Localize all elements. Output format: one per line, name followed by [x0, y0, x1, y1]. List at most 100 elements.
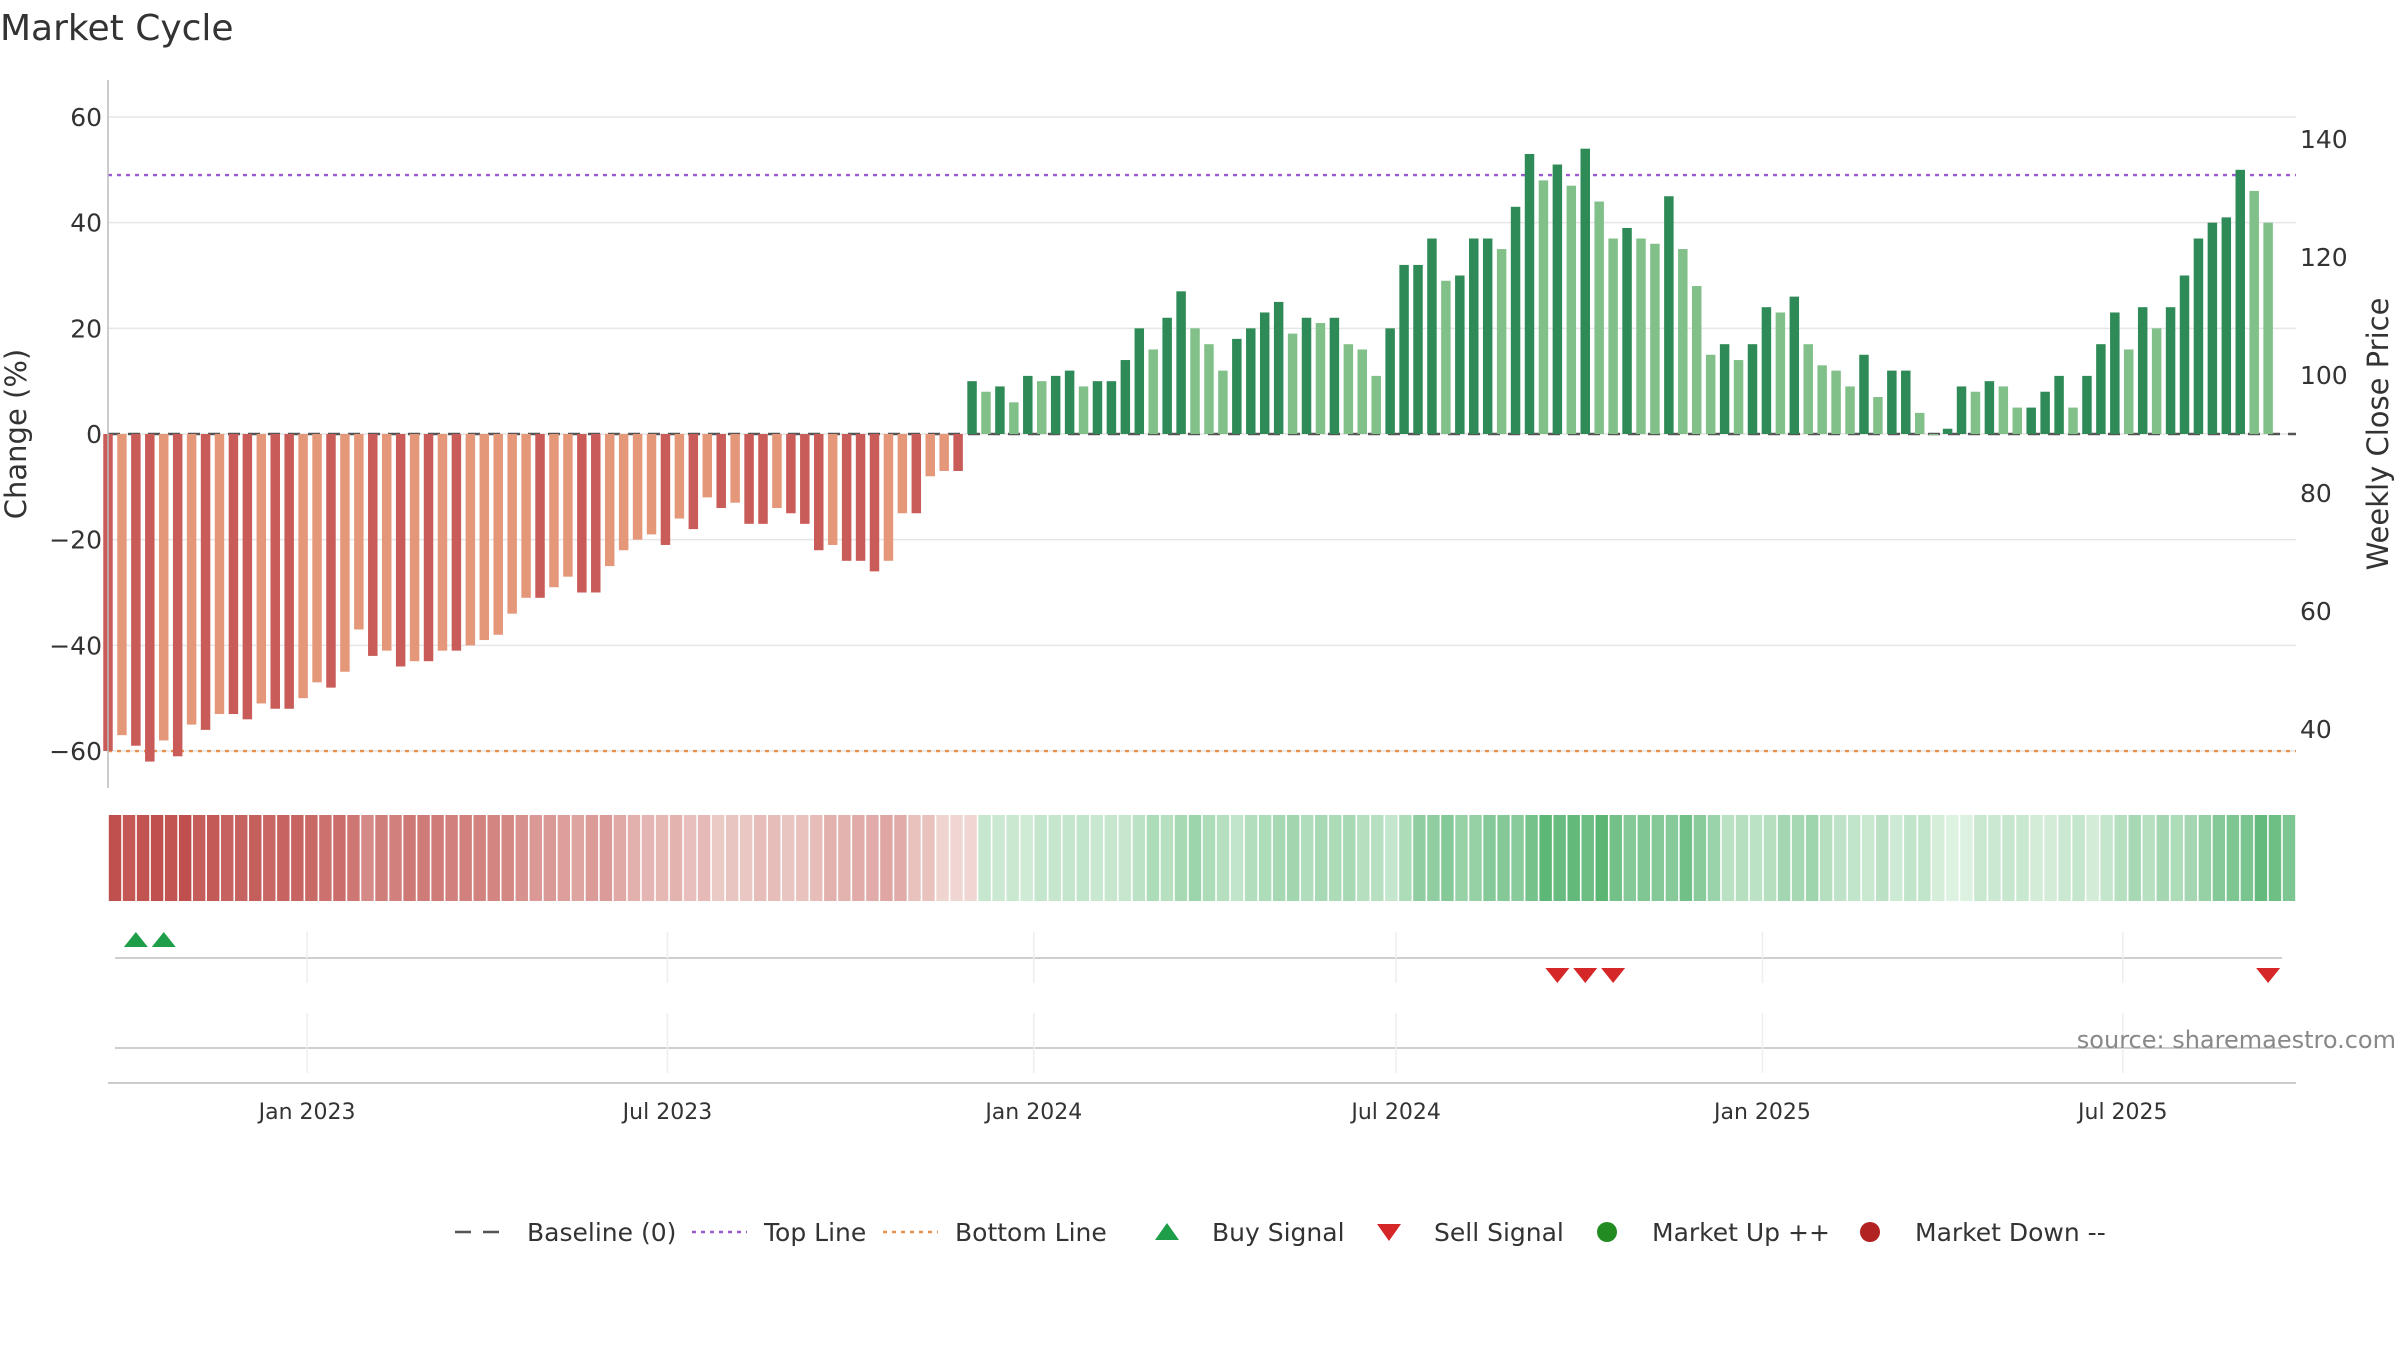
heat-cell [2198, 815, 2212, 901]
change-bar [1218, 370, 1228, 434]
change-bar [1831, 370, 1841, 434]
change-bar [409, 434, 420, 662]
heat-cell [1833, 815, 1847, 901]
heat-cell [1118, 815, 1132, 901]
heat-cell [333, 815, 346, 901]
legend-swatch [1155, 1223, 1179, 1240]
axes: 60 40 20 0 −20 −40 −60 140 120 100 80 60 40 Jan 2023 J… [49, 80, 2348, 1125]
change-bar [1190, 328, 1200, 434]
change-bar [1246, 328, 1256, 434]
heat-cell [2044, 815, 2057, 901]
heat-cell [1455, 815, 1468, 901]
heat-cell [599, 815, 613, 901]
heat-cell [936, 815, 949, 901]
heat-cell [108, 815, 122, 901]
heat-cell [1960, 815, 1973, 901]
change-bar [1176, 291, 1186, 434]
heat-cell [221, 815, 234, 901]
heat-cell [838, 815, 851, 901]
heat-cell [1188, 815, 1202, 901]
heat-cell [2282, 815, 2296, 901]
heat-cell [1258, 815, 1272, 901]
legend-item: Bottom Line [883, 1218, 1107, 1247]
legend-item: Buy Signal [1155, 1218, 1345, 1247]
change-bar [1761, 307, 1772, 434]
change-bar [1399, 264, 1409, 434]
change-bar [186, 434, 197, 725]
change-bar [591, 434, 601, 593]
x-tick-label: Jan 2023 [257, 1100, 356, 1125]
x-tick-label: Jul 2024 [1349, 1100, 1441, 1125]
heat-cell [1932, 815, 1945, 901]
heat-cell [824, 815, 837, 901]
heat-cell [192, 815, 206, 901]
change-bar [1413, 264, 1423, 434]
change-bar [354, 434, 364, 630]
change-bar [1817, 365, 1827, 434]
change-bar [2110, 312, 2120, 434]
heat-cell [697, 815, 711, 901]
heat-cell [417, 815, 430, 901]
y-tick-label: 40 [70, 209, 102, 238]
heat-cell [487, 815, 500, 901]
heat-cell [753, 815, 767, 901]
change-bar [2124, 349, 2134, 434]
heat-cell [725, 815, 739, 901]
cycle-heat-strip [108, 815, 2296, 901]
change-bar [1232, 338, 1242, 434]
heat-cell [683, 815, 697, 901]
heat-cell [2254, 815, 2268, 901]
heat-cell [1511, 815, 1524, 901]
heat-cell [739, 815, 753, 901]
legend-item: Top Line [692, 1218, 866, 1247]
y-tick-label: 0 [86, 420, 102, 449]
heat-cell [1286, 815, 1300, 901]
heat-cell [263, 815, 276, 901]
change-bar [1970, 391, 1981, 434]
heat-cell [1216, 815, 1230, 901]
heat-cell [501, 815, 514, 901]
x-tick-label: Jul 2025 [2076, 1100, 2168, 1125]
heat-cell [1904, 815, 1917, 901]
change-bar [1134, 328, 1145, 434]
x-tick-label: Jul 2023 [621, 1100, 713, 1125]
change-bar [2221, 217, 2232, 434]
change-bar [1608, 238, 1618, 434]
heat-cell [1581, 815, 1594, 901]
change-bar [646, 434, 657, 535]
heat-cell [473, 815, 486, 901]
heat-cell [1076, 815, 1089, 901]
heat-cell [1090, 815, 1104, 901]
change-bar [2040, 391, 2050, 434]
change-bar [1566, 185, 1577, 434]
change-bar [465, 434, 476, 646]
heat-cell [2016, 815, 2029, 901]
heat-cell [866, 815, 879, 901]
change-bar [2263, 222, 2273, 434]
heat-cell [1062, 815, 1075, 901]
legend-swatch [1597, 1222, 1617, 1242]
heat-cell [206, 815, 220, 901]
change-bar [507, 434, 517, 614]
change-bar [2151, 328, 2162, 434]
change-bar [1928, 434, 1939, 435]
change-bar [855, 434, 866, 561]
change-bar [618, 434, 629, 551]
change-bar [1510, 206, 1521, 434]
heat-cell [1539, 815, 1552, 901]
reference-lines [108, 173, 2296, 753]
x-tick-label: Jan 2024 [983, 1100, 1082, 1125]
change-bar [786, 434, 796, 514]
change-bar [381, 434, 392, 651]
heat-cell [1132, 815, 1146, 901]
change-bar [1887, 370, 1897, 434]
change-bar [563, 434, 573, 577]
change-bar [228, 434, 239, 715]
change-bar [172, 434, 183, 757]
change-bar [1859, 354, 1869, 434]
heat-cell [164, 815, 178, 901]
change-bar [1580, 148, 1590, 434]
heat-cell [389, 815, 402, 901]
heat-cell [1146, 815, 1160, 901]
change-bar [1636, 238, 1646, 434]
